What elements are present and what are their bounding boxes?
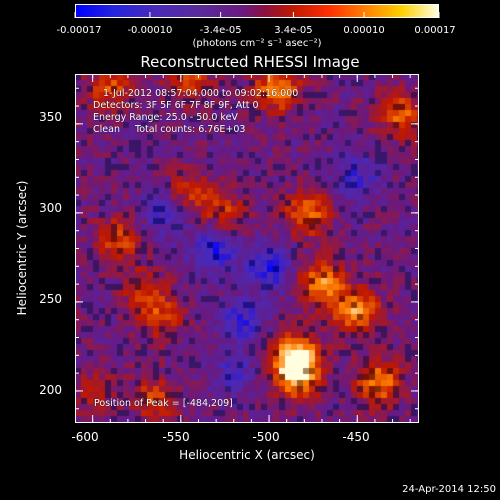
colorbar-tick-label: -0.00010 (127, 25, 173, 36)
x-tick-label: -600 (71, 430, 99, 444)
colorbar-tick-label: -3.4e-05 (199, 25, 242, 36)
plot-title: Reconstructed RHESSI Image (140, 53, 360, 71)
x-axis-label: Heliocentric X (arcsec) (179, 448, 315, 462)
heatmap-image (75, 74, 419, 423)
peak-position-label: Position of Peak = [-484,209] (94, 398, 233, 409)
colorbar-tick-label: 3.4e-05 (274, 25, 313, 36)
y-tick-label: 350 (39, 110, 62, 124)
y-tick-label: 250 (39, 292, 62, 306)
y-axis-label: Heliocentric Y (arcsec) (15, 180, 29, 316)
x-tick-label: -500 (252, 430, 280, 444)
colorbar-tick-label: 0.00010 (343, 25, 385, 36)
info-energy-range: Energy Range: 25.0 - 50.0 keV (93, 112, 238, 123)
y-tick-label: 200 (39, 383, 62, 397)
timestamp: 24-Apr-2014 12:50 (402, 484, 496, 495)
x-tick-label: -450 (342, 430, 370, 444)
y-tick-label: 300 (39, 201, 62, 215)
colorbar (75, 4, 439, 18)
colorbar-tick-label: 0.00017 (414, 25, 456, 36)
info-detectors: Detectors: 3F 5F 6F 7F 8F 9F, Att 0 (93, 100, 259, 111)
info-total-counts: Clean Total counts: 6.76E+03 (93, 124, 246, 135)
info-time-range: 1-Jul-2012 08:57:04.000 to 09:02:16.000 (103, 88, 299, 99)
colorbar-tick-label: -0.00017 (56, 25, 102, 36)
colorbar-unit: (photons cm⁻² s⁻¹ asec⁻²) (192, 38, 322, 49)
x-tick-label: -550 (162, 430, 190, 444)
